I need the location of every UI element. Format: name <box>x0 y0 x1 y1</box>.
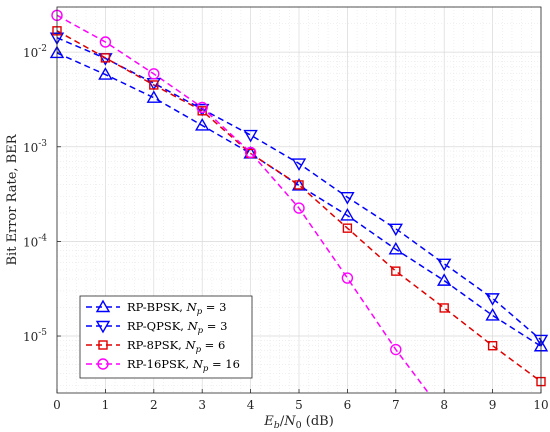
data-point-1-7 <box>388 223 404 237</box>
y-tick-label: 10-3 <box>23 139 47 155</box>
data-point-1-5 <box>291 158 307 171</box>
y-tick-label: 10-5 <box>23 328 47 344</box>
legend-label: RP-QPSK, Np = 3 <box>127 319 227 336</box>
data-point-3-2 <box>148 68 160 80</box>
legend-item: RP-BPSK, Np = 3 <box>86 299 226 317</box>
data-point-2-1 <box>100 53 111 63</box>
data-point-3-6 <box>341 272 354 284</box>
data-point-1-6 <box>340 192 355 205</box>
data-point-2-8 <box>439 303 449 313</box>
x-tick-label: 0 <box>53 398 61 412</box>
series-lines <box>57 14 541 393</box>
x-tick-label: 3 <box>198 398 206 412</box>
data-point-3-7 <box>390 343 402 356</box>
legend-label: RP-16PSK, Np = 16 <box>127 357 240 374</box>
series-markers <box>49 9 549 387</box>
data-point-0-5 <box>291 178 307 191</box>
data-point-0-7 <box>388 241 404 255</box>
data-point-3-1 <box>99 36 112 48</box>
data-point-2-2 <box>149 80 159 90</box>
y-axis-label: Bit Error Rate, BER <box>5 133 20 265</box>
x-tick-label: 8 <box>440 398 448 412</box>
data-point-1-9 <box>485 293 500 306</box>
data-point-0-9 <box>485 308 500 321</box>
x-tick-label: 10 <box>533 398 548 412</box>
x-tick-label: 2 <box>150 398 158 412</box>
data-point-1-8 <box>436 258 452 272</box>
legend-marker <box>95 299 111 313</box>
x-tick-label: 9 <box>489 398 497 412</box>
x-tick-label: 1 <box>102 398 110 412</box>
data-point-2-7 <box>391 266 401 276</box>
y-tick-label: 10-4 <box>23 233 47 249</box>
legend-marker <box>95 320 111 334</box>
series-line-1 <box>57 37 541 341</box>
data-point-3-3 <box>196 101 208 114</box>
x-tick-label: 6 <box>344 398 352 412</box>
legend-label: RP-8PSK, Np = 6 <box>127 338 225 355</box>
x-tick-label: 4 <box>247 398 255 412</box>
data-point-0-8 <box>436 273 452 286</box>
series-line-2 <box>57 30 541 383</box>
data-point-0-6 <box>340 208 355 221</box>
y-tick-label: 10-2 <box>23 44 47 60</box>
data-point-3-5 <box>293 202 305 214</box>
legend-item: RP-16PSK, Np = 16 <box>86 357 240 374</box>
data-point-0-1 <box>98 67 113 80</box>
series-line-3 <box>57 14 430 393</box>
x-axis-label: Eb/N0 (dB) <box>263 414 334 431</box>
x-tick-labels: 0 1 2 3 4 5 6 7 8 9 10 <box>53 389 549 412</box>
data-point-3-4 <box>244 146 257 159</box>
data-point-2-9 <box>487 341 498 351</box>
data-point-1-4 <box>243 129 258 143</box>
data-point-1-3 <box>194 103 210 117</box>
legend-marker <box>98 340 108 350</box>
legend-label: RP-BPSK, Np = 3 <box>127 300 226 317</box>
data-point-2-5 <box>294 180 304 190</box>
legend-marker <box>97 358 109 370</box>
x-tick-label: 7 <box>392 398 400 412</box>
data-point-2-6 <box>342 223 353 233</box>
data-point-0-3 <box>194 118 210 131</box>
y-tick-labels: 10-5 10-4 10-3 10-2 <box>23 44 61 344</box>
legend-item: RP-8PSK, Np = 6 <box>86 338 225 355</box>
legend: RP-BPSK, Np = 3 RP-QPSK, Np = 3 RP-8PSK, N… <box>79 295 253 379</box>
legend-item: RP-QPSK, Np = 3 <box>86 319 227 336</box>
data-point-0-2 <box>146 90 162 103</box>
x-tick-label: 5 <box>295 398 303 412</box>
